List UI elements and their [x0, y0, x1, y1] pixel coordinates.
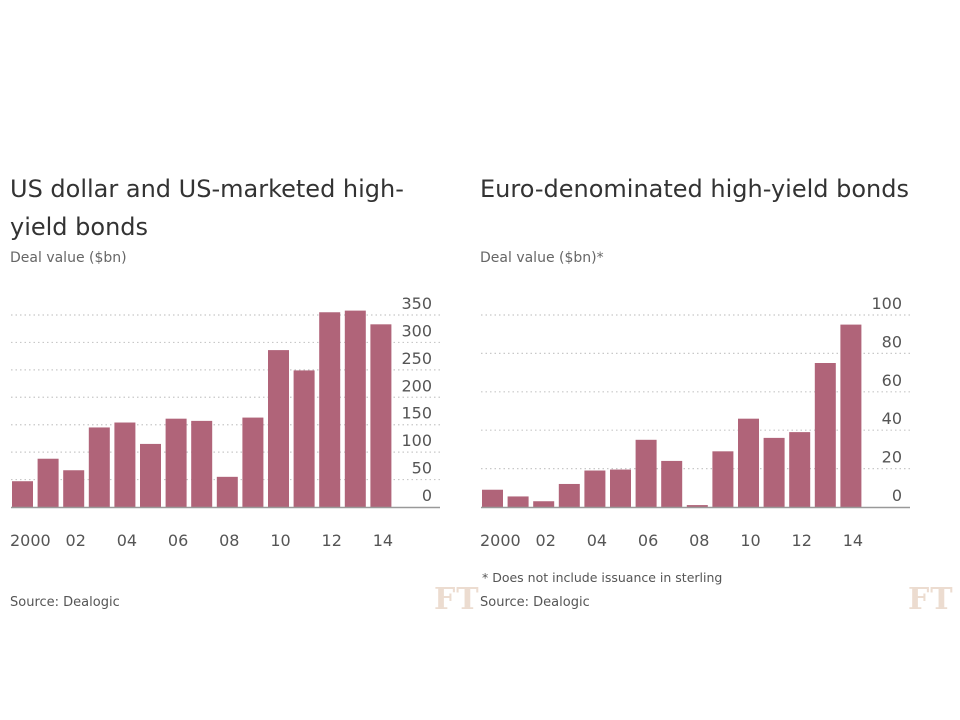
ft-logo: FT	[908, 582, 954, 617]
x-tick-label: 2000	[480, 531, 521, 550]
bar-chart-euro: 0 20 40 60 80 100 2000 02 04 06 08 10 12 14	[480, 294, 910, 550]
chart-subtitle: Deal value ($bn)	[10, 250, 127, 266]
bar-2005	[610, 469, 631, 507]
y-tick-label: 40	[882, 409, 902, 428]
bar-2008	[216, 476, 238, 507]
bar-2013	[814, 363, 836, 507]
bar-2011	[293, 370, 315, 507]
bar-2014	[370, 324, 392, 507]
x-tick-label: 08	[689, 531, 709, 550]
y-tick-label: 60	[882, 371, 902, 390]
bar-2001	[507, 496, 529, 507]
bar-2002	[63, 470, 85, 507]
x-tick-label: 06	[168, 531, 188, 550]
bar-2007	[191, 420, 213, 507]
ft-logo: FT	[434, 582, 480, 617]
bar-2004	[584, 470, 606, 507]
bar-2000	[482, 489, 503, 507]
y-tick-label: 200	[401, 376, 432, 395]
y-tick-label: 150	[401, 404, 432, 423]
y-tick-label: 50	[412, 459, 432, 478]
chart-subtitle: Deal value ($bn)*	[480, 250, 604, 266]
y-tick-label: 300	[401, 321, 432, 340]
y-tick-label: 80	[882, 332, 902, 351]
bar-chart-us: 0 50 100 150 200 250 300 350 2000 02 04 06 08 10 12 14	[10, 294, 440, 550]
bar-2010	[268, 350, 289, 507]
x-tick-label: 04	[117, 531, 137, 550]
chart-title: Euro-denominated high-yield bonds	[480, 175, 909, 203]
x-tick-label: 14	[843, 531, 863, 550]
bar-2010	[738, 418, 759, 507]
y-tick-label: 0	[422, 486, 432, 505]
y-tick-label: 0	[892, 486, 902, 505]
x-tick-label: 06	[638, 531, 658, 550]
x-tick-label: 10	[270, 531, 290, 550]
x-tick-label: 12	[792, 531, 812, 550]
bar-2006	[165, 418, 187, 507]
y-tick-label: 350	[401, 294, 432, 313]
bar-2003	[88, 427, 110, 507]
bar-2012	[319, 312, 341, 507]
source-note: Source: Dealogic	[480, 595, 590, 610]
bar-2013	[344, 310, 366, 507]
bar-2009	[712, 451, 734, 507]
bar-2002	[533, 501, 555, 507]
x-tick-label: 14	[373, 531, 393, 550]
bar-2004	[114, 422, 136, 507]
bar-2011	[763, 437, 785, 507]
x-tick-label: 10	[740, 531, 760, 550]
chart-title: US dollar and US-marketed high-yield bon…	[10, 175, 404, 241]
bar-2009	[242, 417, 264, 507]
y-tick-label: 20	[882, 448, 902, 467]
bar-2007	[661, 460, 683, 507]
chart-panel-us: US dollar and US-marketed high-yield bon…	[0, 0, 479, 720]
bar-2006	[635, 439, 657, 507]
x-tick-label: 04	[587, 531, 607, 550]
footnote: * Does not include issuance in sterling	[482, 570, 723, 585]
bar-2014	[840, 324, 862, 507]
y-tick-label: 100	[871, 294, 902, 313]
bar-2005	[140, 443, 161, 507]
bar-2008	[686, 505, 708, 507]
bar-2012	[789, 432, 811, 507]
x-tick-label: 02	[66, 531, 86, 550]
y-tick-label: 250	[401, 349, 432, 368]
source-note: Source: Dealogic	[10, 595, 120, 610]
x-tick-label: 12	[322, 531, 342, 550]
bar-2001	[37, 458, 59, 507]
bar-2003	[558, 483, 580, 507]
x-tick-label: 02	[536, 531, 556, 550]
chart-panel-euro: Euro-denominated high-yield bonds Deal v…	[470, 0, 953, 720]
x-tick-label: 08	[219, 531, 239, 550]
y-tick-label: 100	[401, 431, 432, 450]
bar-2000	[12, 481, 33, 507]
x-tick-label: 2000	[10, 531, 51, 550]
